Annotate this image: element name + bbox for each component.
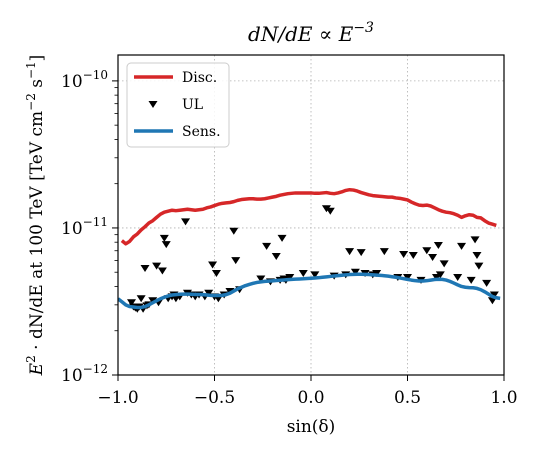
ul-marker (127, 299, 137, 307)
y-tick-label: 10−11 (61, 215, 108, 239)
ul-marker (208, 261, 218, 269)
ul-marker (262, 242, 272, 250)
ul-marker (489, 291, 499, 299)
y-axis-label: E2 · dN/dE at 100 TeV [TeV cm−2 s−1] (24, 55, 47, 377)
ul-marker (152, 262, 162, 270)
ul-marker (408, 251, 418, 259)
ul-marker (229, 227, 239, 235)
ul-marker (321, 205, 331, 213)
ul-marker (310, 271, 320, 279)
ul-marker (457, 242, 467, 250)
y-tick-label: 10−10 (61, 68, 108, 92)
ul-marker (161, 241, 171, 249)
ul-marker (157, 267, 167, 275)
ul-marker (470, 236, 480, 244)
chart-title: dN/dE ∝ E−3 (248, 20, 374, 46)
ul-marker (433, 241, 443, 249)
series-line-disc (120, 187, 497, 246)
ul-marker (428, 253, 438, 261)
series-line-sens (118, 272, 501, 310)
chart-title-exponent: −3 (353, 20, 374, 36)
ul-marker (403, 274, 412, 282)
ul-marker (271, 252, 281, 260)
ul-marker (466, 276, 476, 284)
legend-ul-marker (148, 101, 158, 108)
ul-marker (211, 270, 221, 277)
ul-marker (356, 249, 366, 257)
x-tick-label: −0.5 (194, 388, 235, 408)
x-tick-label: 0.5 (394, 388, 421, 408)
x-axis-label: sin(δ) (287, 417, 336, 437)
ul-marker (482, 279, 492, 287)
ul-marker (136, 295, 146, 303)
ul-marker (159, 234, 169, 242)
ul-marker (204, 289, 214, 297)
ticks: −1.0 −0.5 0.0 0.5 1.0 10−12 10−11 10−10 (61, 68, 517, 408)
ul-marker (277, 234, 287, 242)
series-layer (118, 187, 501, 313)
legend-ul-label: UL (182, 97, 203, 113)
ul-marker (181, 218, 191, 226)
ul-marker (439, 260, 449, 268)
ul-marker (325, 207, 335, 215)
plot-area (118, 187, 501, 313)
ul-marker (140, 264, 150, 272)
legend-disc-label: Disc. (182, 70, 217, 86)
ul-marker (379, 248, 389, 256)
ul-marker (298, 270, 308, 277)
ul-marker (350, 268, 360, 276)
x-tick-label: 0.0 (297, 388, 324, 408)
ul-marker (231, 257, 241, 265)
ul-marker (474, 262, 484, 270)
ul-marker (399, 250, 409, 258)
legend: Disc. UL Sens. (126, 62, 230, 148)
ul-marker (435, 271, 445, 279)
ul-marker (148, 297, 158, 305)
ul-marker (472, 251, 482, 259)
ul-marker (422, 247, 432, 255)
ul-marker (345, 248, 355, 256)
x-tick-label: −1.0 (97, 388, 138, 408)
x-tick-label: 1.0 (490, 388, 517, 408)
ul-marker (453, 274, 463, 282)
legend-sens-label: Sens. (182, 124, 221, 140)
legend-box (126, 62, 230, 148)
ul-marker (256, 275, 266, 283)
y-tick-label: 10−12 (61, 362, 108, 386)
ul-marker (285, 274, 295, 282)
